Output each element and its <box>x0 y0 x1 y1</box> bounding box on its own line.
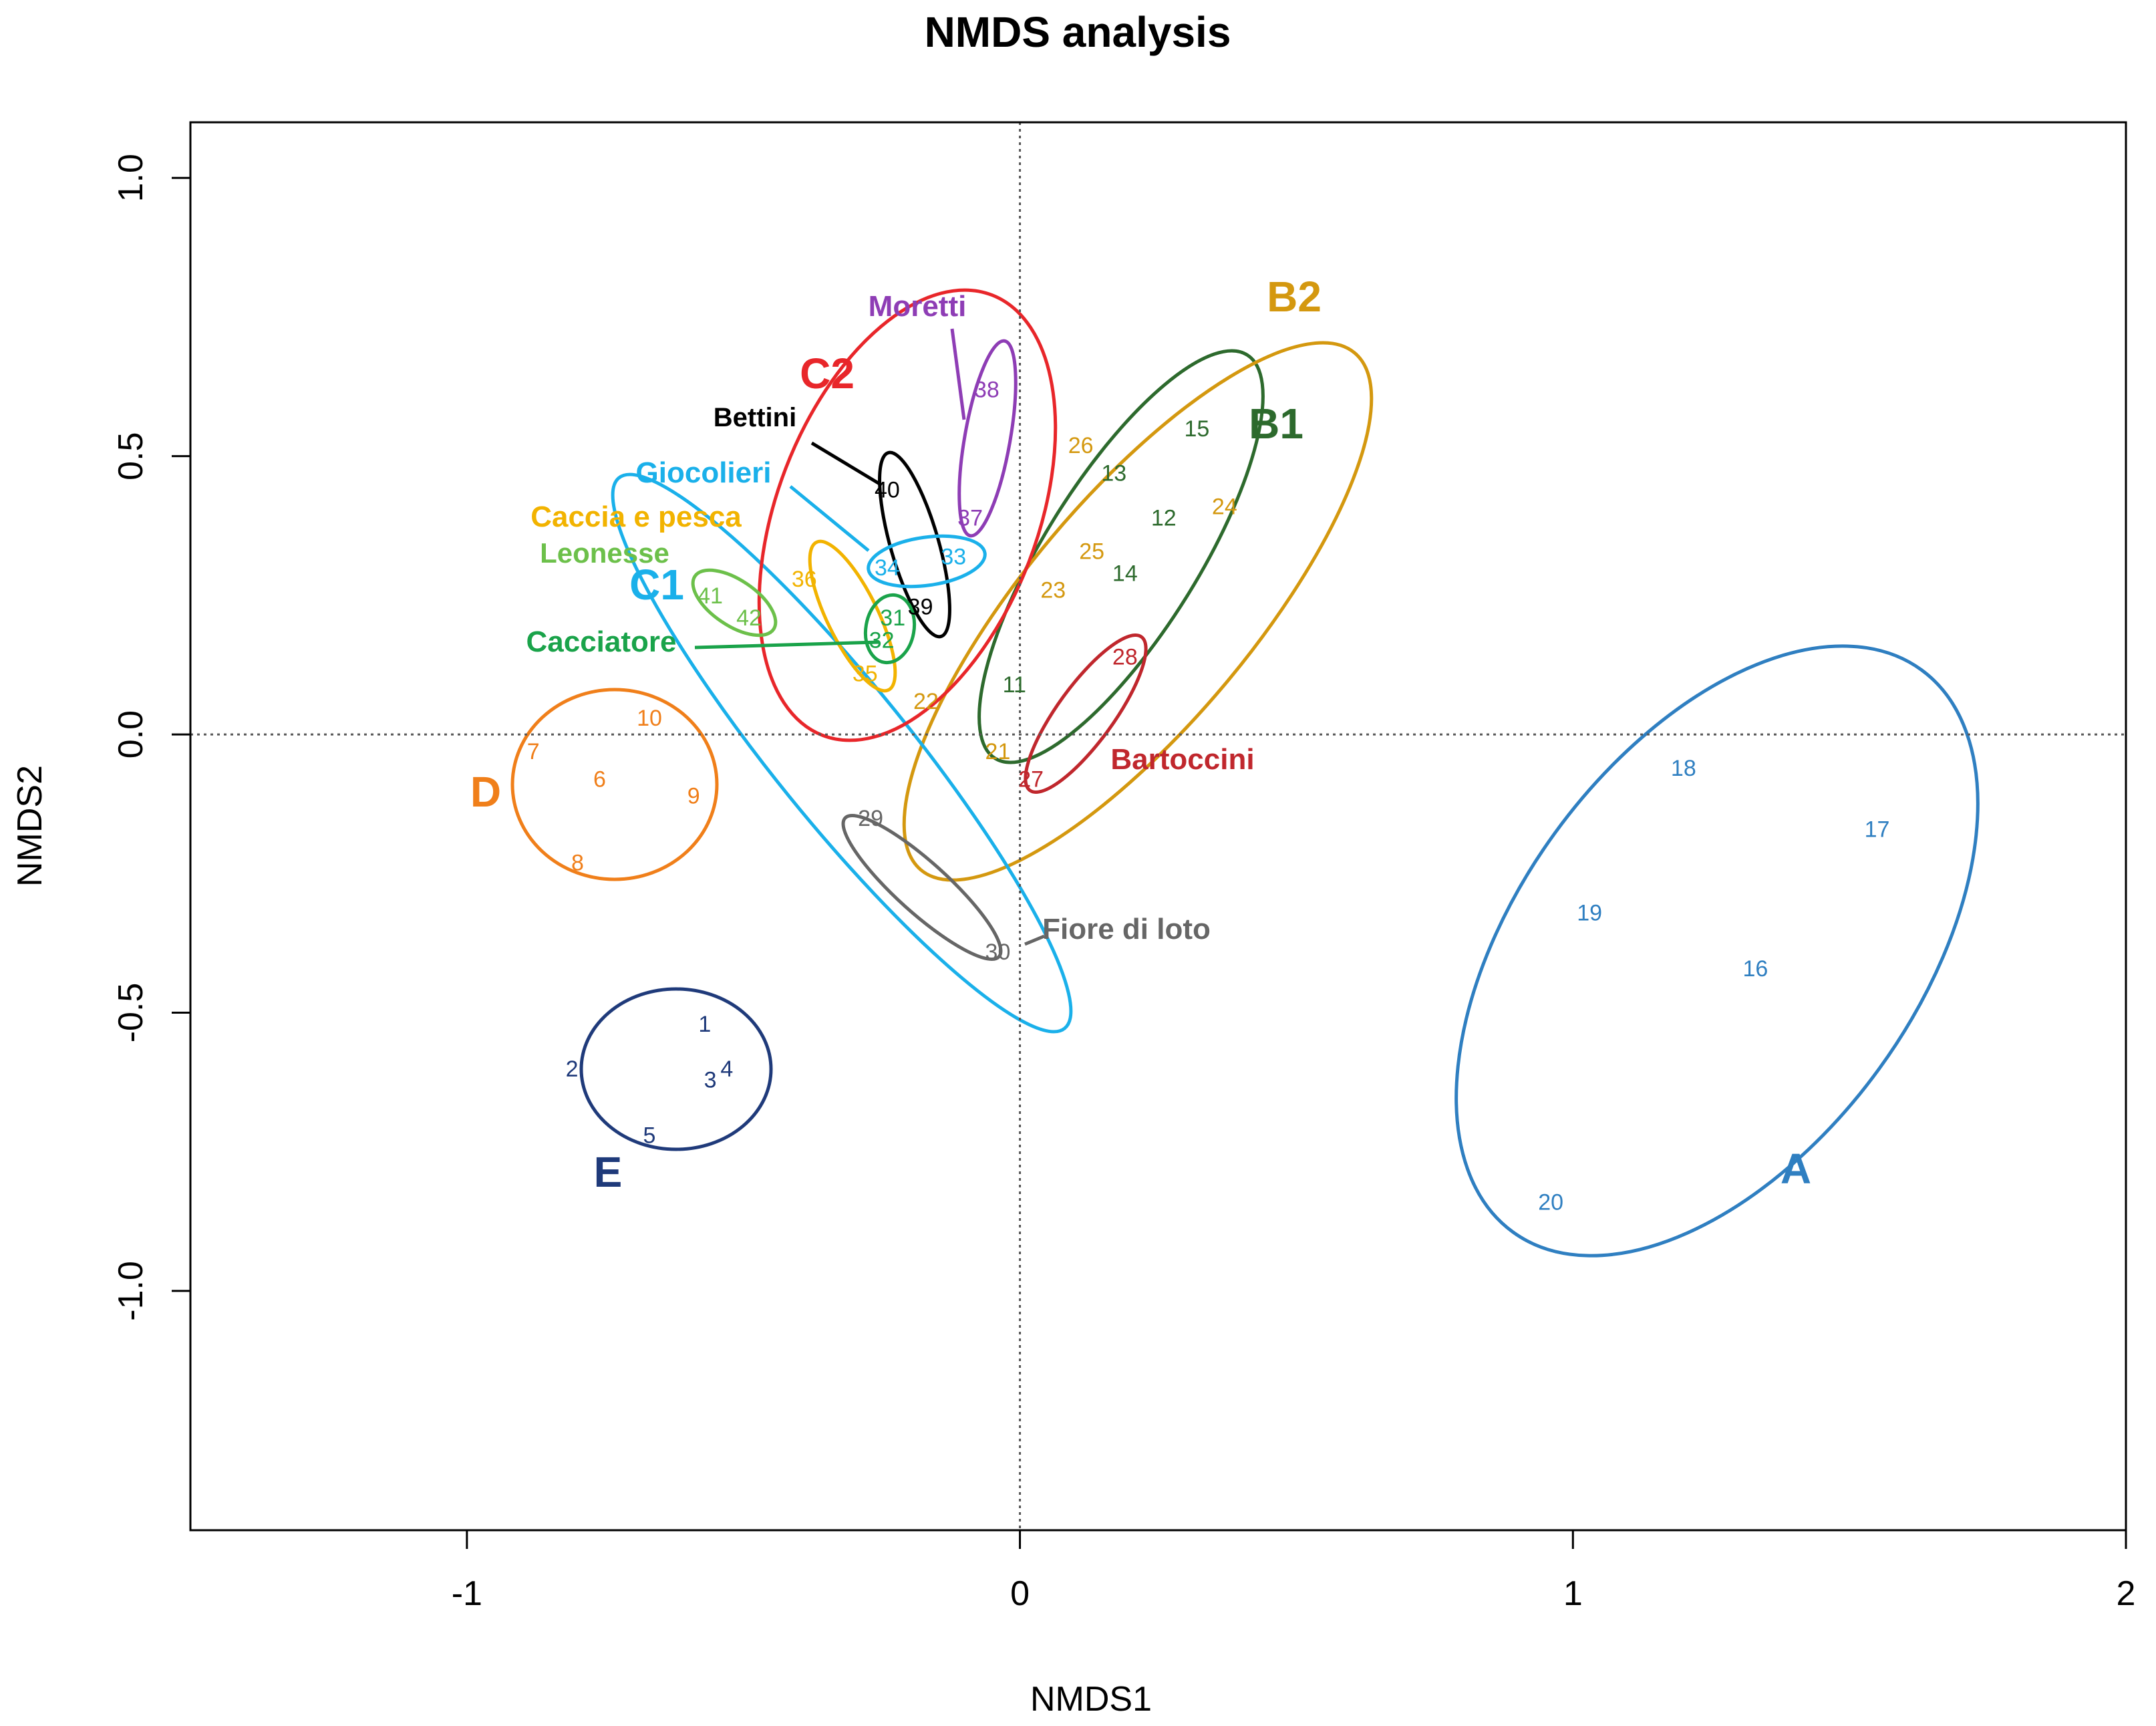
group-label-d: D <box>470 768 501 816</box>
point-label-7: 7 <box>527 739 540 764</box>
point-label-28: 28 <box>1112 644 1138 670</box>
group-ellipse-c2 <box>757 288 1058 742</box>
point-label-16: 16 <box>1743 956 1768 982</box>
leader-line-fiore-di-loto <box>1024 934 1045 946</box>
group-ellipse-e <box>579 987 773 1151</box>
group-label-caccia-e-pesca: Caccia e pesca <box>530 500 742 533</box>
y-tick-label: 1.0 <box>112 154 150 202</box>
x-tick-label: -1 <box>452 1574 482 1613</box>
point-label-30: 30 <box>985 940 1011 965</box>
y-tick-label: 0.5 <box>112 432 150 480</box>
group-ellipses <box>510 288 1980 1258</box>
y-axis-label: NMDS2 <box>11 765 49 887</box>
y-tick-label: 0.0 <box>112 710 150 758</box>
point-label-40: 40 <box>875 478 900 503</box>
reference-lines <box>190 122 2126 1530</box>
point-label-33: 33 <box>941 545 966 570</box>
y-axis: -1.0 -0.5 0.0 0.5 1.0 <box>112 154 192 1321</box>
group-label-leonesse: Leonesse <box>540 537 669 569</box>
point-label-36: 36 <box>792 567 817 592</box>
group-label-cacciatore: Cacciatore <box>526 625 676 658</box>
point-label-22: 22 <box>913 689 939 714</box>
point-label-10: 10 <box>637 706 662 731</box>
group-label-giocolieri: Giocolieri <box>636 456 772 489</box>
point-label-25: 25 <box>1079 539 1104 564</box>
leader-line-giocolieri <box>789 485 870 552</box>
leader-line-bettini <box>810 441 882 486</box>
point-label-13: 13 <box>1101 461 1126 486</box>
group-ellipse-moretti <box>957 339 1018 538</box>
point-label-39: 39 <box>908 595 933 620</box>
group-label-bettini: Bettini <box>714 403 796 432</box>
y-tick-label: -1.0 <box>112 1261 150 1321</box>
group-ellipse-giocolieri <box>867 534 987 589</box>
point-label-12: 12 <box>1151 505 1177 531</box>
leader-line-cacciatore <box>694 640 879 650</box>
point-labels: 12 3 4567891011121314151617181920212223242… <box>527 378 1890 1215</box>
x-axis: -1 0 1 2 <box>452 1529 2136 1613</box>
point-label-15: 15 <box>1185 416 1210 442</box>
group-ellipse-a <box>1454 644 1980 1258</box>
group-ellipse-fiore-di-loto <box>841 814 1003 961</box>
group-label-a: A <box>1781 1145 1811 1193</box>
point-label-32: 32 <box>869 628 895 654</box>
x-axis-label: NMDS1 <box>1030 1680 1152 1719</box>
group-label-e: E <box>594 1148 623 1196</box>
x-tick-label: 2 <box>2117 1574 2136 1613</box>
point-label-41: 41 <box>698 583 723 609</box>
point-label-14: 14 <box>1112 561 1138 587</box>
point-label-6: 6 <box>593 767 606 793</box>
point-label-4: 4 <box>720 1056 733 1082</box>
group-labels: A B1 B2 C1 C2 D E Moretti Bettini Giocolieri Cacci… <box>470 273 1811 1196</box>
group-label-b1: B1 <box>1249 400 1303 448</box>
group-label-c1: C1 <box>629 561 684 609</box>
point-label-38: 38 <box>974 378 999 403</box>
point-label-19: 19 <box>1577 901 1602 926</box>
point-label-34: 34 <box>875 555 900 581</box>
point-label-18: 18 <box>1671 756 1696 781</box>
group-ellipse-c1 <box>611 472 1073 1034</box>
group-ellipse-d <box>510 688 719 881</box>
point-label-3: 3 <box>704 1067 717 1093</box>
point-label-23: 23 <box>1040 578 1066 603</box>
point-label-1: 1 <box>698 1012 711 1037</box>
point-label-29: 29 <box>858 806 883 831</box>
group-ellipse-b2 <box>902 341 1374 882</box>
group-label-c2: C2 <box>800 349 855 398</box>
y-tick-label: -0.5 <box>112 983 150 1043</box>
group-ellipse-leonesse <box>691 568 778 637</box>
group-label-fiore-di-loto: Fiore di loto <box>1042 913 1211 946</box>
group-label-moretti: Moretti <box>869 290 967 323</box>
point-label-21: 21 <box>985 739 1011 764</box>
group-ellipse-bettini <box>878 450 951 639</box>
point-label-9: 9 <box>687 784 700 809</box>
group-ellipse-b1 <box>977 349 1265 764</box>
group-ellipse-cacciatore <box>863 593 917 665</box>
point-label-5: 5 <box>643 1123 656 1149</box>
leader-lines <box>694 328 1045 946</box>
point-label-8: 8 <box>571 851 584 876</box>
group-label-bartoccini: Bartoccini <box>1110 743 1254 776</box>
point-label-35: 35 <box>853 661 878 686</box>
point-label-27: 27 <box>1018 767 1044 793</box>
group-label-b2: B2 <box>1267 273 1322 321</box>
point-label-20: 20 <box>1538 1190 1563 1215</box>
x-tick-label: 1 <box>1563 1574 1583 1613</box>
point-label-17: 17 <box>1865 817 1890 843</box>
point-label-24: 24 <box>1212 494 1237 520</box>
point-label-42: 42 <box>736 605 762 631</box>
leader-line-moretti <box>950 328 966 420</box>
point-label-31: 31 <box>880 605 905 631</box>
x-tick-label: 0 <box>1010 1574 1030 1613</box>
point-label-11: 11 <box>1003 672 1026 698</box>
point-label-2: 2 <box>566 1056 579 1082</box>
group-ellipse-bartoccini <box>1024 633 1148 795</box>
point-label-26: 26 <box>1068 433 1094 458</box>
point-label-37: 37 <box>957 505 983 531</box>
chart-title: NMDS analysis <box>925 8 1231 56</box>
